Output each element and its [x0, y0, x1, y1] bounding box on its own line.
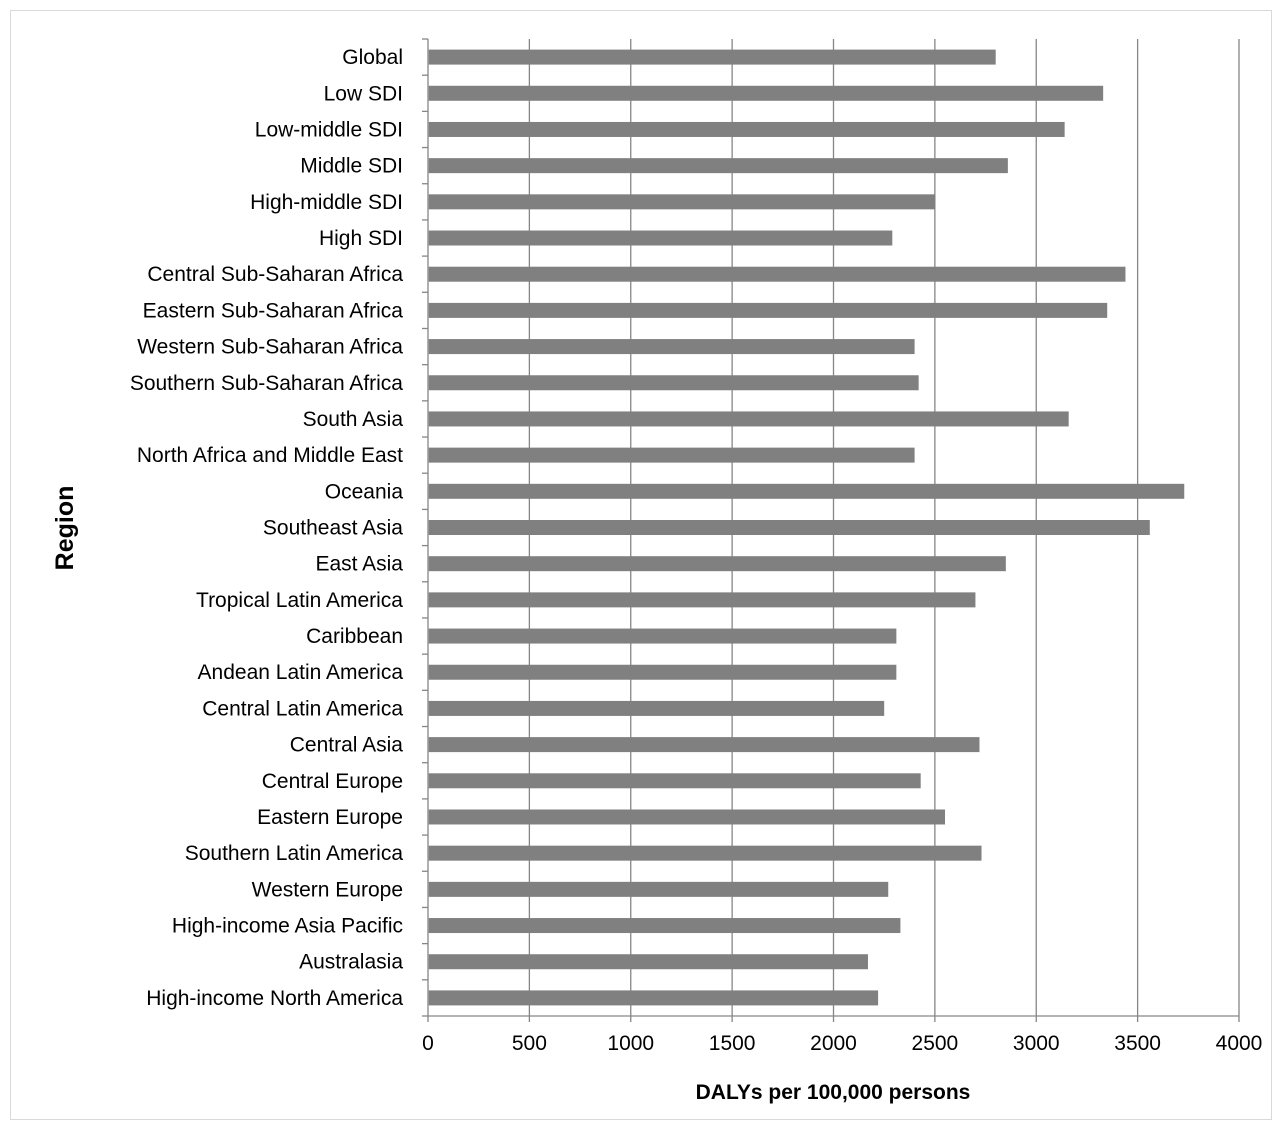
- x-tick-label: 500: [512, 1032, 547, 1055]
- category-label: Middle SDI: [300, 155, 403, 178]
- category-label: North Africa and Middle East: [137, 444, 403, 467]
- category-label: High-income North America: [146, 987, 403, 1010]
- bar: [428, 556, 1006, 572]
- bar: [428, 339, 915, 355]
- bar: [428, 990, 879, 1006]
- x-tick-label: 2500: [912, 1032, 959, 1055]
- category-label: Southern Latin America: [185, 842, 404, 865]
- x-tick-label: 1500: [709, 1032, 756, 1055]
- bar: [428, 954, 868, 970]
- bar: [428, 266, 1126, 282]
- category-label: High-income Asia Pacific: [172, 915, 403, 938]
- category-label: Low-middle SDI: [255, 118, 403, 141]
- bar: [428, 121, 1065, 137]
- x-tick-label: 0: [422, 1032, 434, 1055]
- category-labels: Global Low SDI Low-middle SDI Middle SDI Hig…: [130, 46, 404, 1010]
- category-label: East Asia: [315, 553, 403, 576]
- bar: [428, 881, 889, 897]
- category-label: Eastern Sub-Saharan Africa: [143, 299, 404, 322]
- bar: [428, 737, 980, 753]
- bar: [428, 592, 976, 608]
- category-label: Central Europe: [262, 770, 403, 793]
- bar: [428, 845, 982, 861]
- category-label: High-middle SDI: [250, 191, 403, 214]
- category-label: Caribbean: [306, 625, 403, 648]
- bar: [428, 664, 897, 680]
- x-tick-label: 1000: [607, 1032, 654, 1055]
- x-tick-labels: 0 500 1000 1500 2000 2500 3000 3500 4000: [422, 1032, 1262, 1055]
- category-label: Southern Sub-Saharan Africa: [130, 372, 403, 395]
- bar: [428, 302, 1108, 318]
- axes: [422, 38, 1240, 1022]
- x-tick-label: 3500: [1114, 1032, 1161, 1055]
- bar: [428, 375, 919, 391]
- category-label: Eastern Europe: [257, 806, 403, 829]
- bar: [428, 483, 1185, 499]
- category-label: Central Sub-Saharan Africa: [147, 263, 403, 286]
- category-label: Tropical Latin America: [196, 589, 403, 612]
- bar: [428, 773, 921, 789]
- category-label: Southeast Asia: [263, 517, 403, 540]
- category-label: Australasia: [299, 951, 403, 974]
- bar: [428, 918, 901, 934]
- category-label: South Asia: [303, 408, 404, 431]
- bars: [428, 49, 1185, 1006]
- bar: [428, 520, 1150, 535]
- x-axis-title: DALYs per 100,000 persons: [696, 1081, 971, 1104]
- bar: [428, 411, 1069, 427]
- bar: [428, 628, 897, 644]
- x-tick-label: 4000: [1216, 1032, 1263, 1055]
- bar: [428, 447, 915, 463]
- category-label: Central Latin America: [202, 697, 403, 720]
- bar: [428, 194, 935, 210]
- bar: [428, 85, 1104, 101]
- x-tick-label: 2000: [810, 1032, 857, 1055]
- bar: [428, 158, 1008, 174]
- category-label: High SDI: [319, 227, 403, 250]
- category-label: Western Europe: [252, 878, 403, 901]
- bar: [428, 49, 996, 65]
- y-axis-title: Region: [51, 486, 79, 571]
- category-label: Oceania: [325, 480, 404, 503]
- category-label: Andean Latin America: [198, 661, 404, 684]
- bar: [428, 700, 885, 716]
- category-label: Global: [342, 46, 403, 69]
- bar: [428, 230, 893, 246]
- category-label: Central Asia: [290, 734, 404, 757]
- category-label: Low SDI: [324, 82, 403, 105]
- x-tick-label: 3000: [1013, 1032, 1060, 1055]
- bar: [428, 809, 946, 825]
- category-label: Western Sub-Saharan Africa: [137, 336, 403, 359]
